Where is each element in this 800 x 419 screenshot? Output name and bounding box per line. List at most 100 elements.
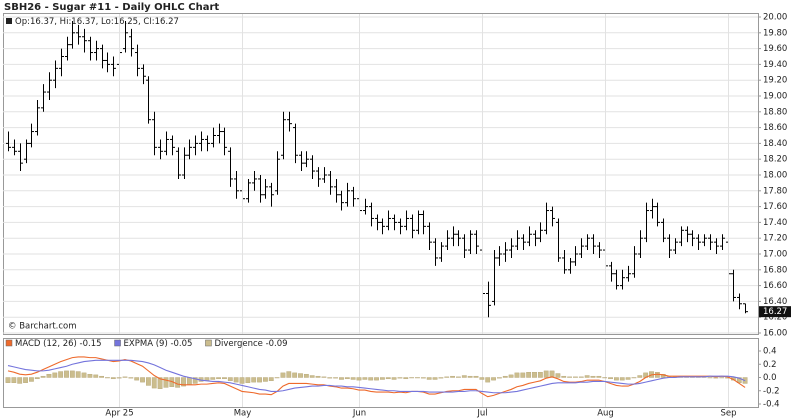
y-tick-label: 16.80 [763,265,787,275]
divergence-bar [526,372,532,378]
y-tick-label: 16.00 [763,329,787,339]
divergence-bar [625,377,631,380]
divergence-bar [450,375,455,378]
divergence-bar [368,377,374,381]
divergence-bar [467,375,473,378]
divergence-bar [403,377,409,380]
divergence-bar [268,377,274,382]
divergence-bar [438,377,444,379]
last-value-label: 16.27 [763,307,787,317]
divergence-bar [456,376,461,378]
divergence-bar [227,377,233,382]
divergence-bar [280,372,286,378]
divergence-bar [34,377,40,380]
divergence-bar [128,377,134,379]
y-tick-label: 16.40 [763,297,787,307]
divergence-bar [549,370,555,378]
legend-swatch [205,339,212,347]
divergence-bar [596,375,602,378]
y-tick-label: 18.40 [763,139,787,149]
divergence-bar [333,377,338,379]
divergence-bar [257,377,262,383]
divergence-bar [286,371,292,378]
divergence-bar [578,376,584,378]
y-tick-label: 17.40 [763,218,787,228]
y-tick-label: 20.00 [763,13,787,23]
divergence-bar [151,377,157,389]
divergence-bar [356,377,362,381]
indicator-line [7,359,746,394]
legend-swatch [114,339,121,347]
y-tick-label: 18.60 [763,123,787,133]
divergence-bar [69,370,75,378]
divergence-bar [292,372,298,378]
y-tick-label: 18.20 [763,155,787,165]
divergence-bar [140,377,145,383]
divergence-bar [81,372,87,378]
divergence-bar [216,377,221,380]
divergence-bar [608,377,613,380]
divergence-bar [315,375,321,378]
divergence-bar [29,377,34,382]
divergence-bar [58,371,64,378]
divergence-bar [432,377,438,380]
x-tick-label: Jun [352,409,366,419]
y-tick-label: 17.20 [763,234,787,244]
divergence-bar [110,377,116,380]
x-tick-label: Apr 25 [105,409,133,419]
x-tick-label: Aug [597,409,614,419]
indicator-line [7,356,746,398]
divergence-bar [380,377,385,380]
y-tick-label: 17.60 [763,202,787,212]
divergence-bar [397,377,403,379]
divergence-bar [303,373,309,378]
macd-panel-frame [3,338,759,408]
divergence-bar [134,377,140,381]
y-tick-label: 19.40 [763,60,787,70]
y-tick-label: 0.0 [763,373,777,383]
divergence-bar [64,370,69,378]
divergence-bar [561,375,567,378]
divergence-bar [637,375,643,378]
y-tick-label: 19.60 [763,44,787,54]
divergence-bar [543,370,549,378]
divergence-bar [245,377,251,384]
divergence-bar [46,373,52,378]
divergence-bar [181,377,186,387]
divergence-bar [122,376,128,378]
divergence-bar [631,377,637,379]
divergence-bar [707,377,713,379]
divergence-bar [75,371,81,378]
divergence-bar [491,377,496,381]
divergence-bar [298,373,303,378]
legend-label: MACD (12, 26) -0.15 [15,339,102,349]
divergence-bar [350,377,356,380]
divergence-bar [567,376,573,378]
divergence-bar [385,377,391,380]
divergence-bar [339,377,344,380]
divergence-bar [502,375,508,378]
y-tick-label: 19.20 [763,76,787,86]
divergence-bar [473,375,479,378]
y-tick-label: 17.00 [763,250,787,260]
y-tick-label: -0.2 [763,386,780,396]
divergence-bar [415,377,420,379]
divergence-bar [619,377,625,381]
divergence-bar [374,377,379,381]
divergence-bar [23,377,28,384]
divergence-bar [309,375,315,378]
divergence-bar [321,376,327,378]
divergence-bar [105,377,110,379]
divergence-bar [590,375,596,378]
divergence-bar [508,374,514,378]
divergence-bar [157,377,163,389]
divergence-bar [420,377,426,379]
y-tick-label: 0.2 [763,360,777,370]
divergence-bar [11,377,17,384]
divergence-bar [713,377,719,379]
divergence-bar [145,377,151,386]
y-tick-label: 17.80 [763,186,787,196]
x-tick-label: May [234,409,252,419]
